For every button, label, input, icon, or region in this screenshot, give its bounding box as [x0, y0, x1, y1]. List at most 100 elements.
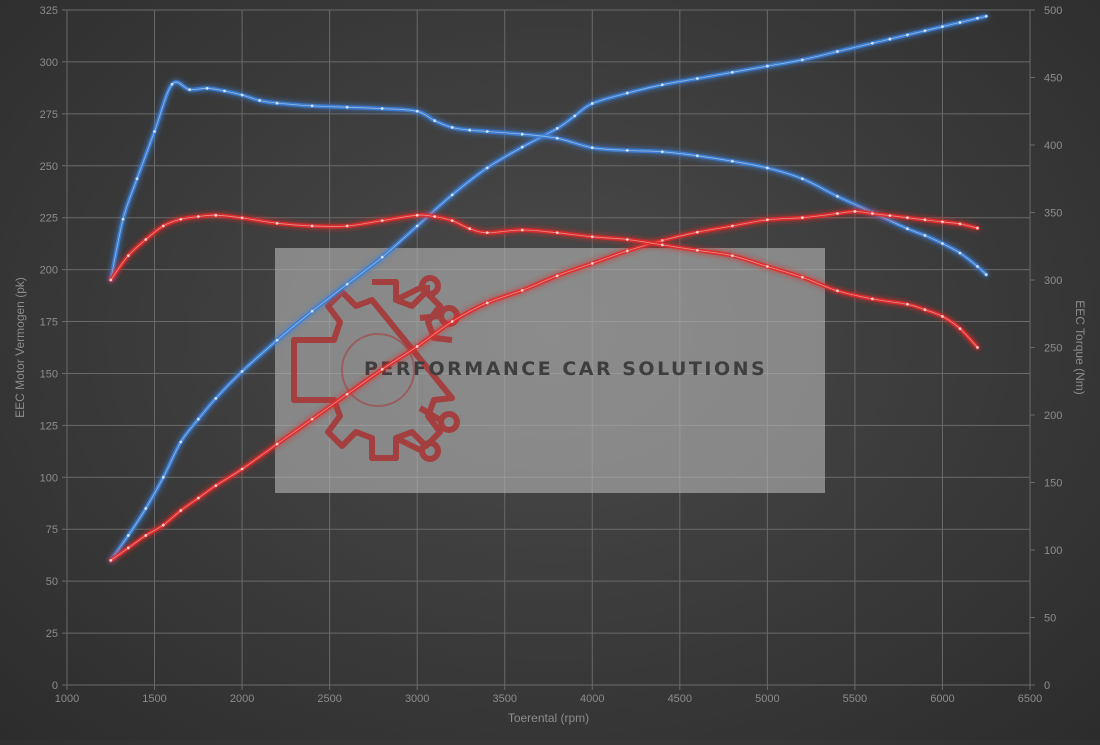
x-tick-label: 6500 [1018, 693, 1042, 705]
data-point [765, 218, 769, 222]
data-point [923, 218, 927, 222]
data-point [223, 89, 226, 93]
data-point [906, 216, 909, 220]
y-left-tick-label: 125 [40, 420, 58, 432]
gear-circuit-logo-icon [291, 275, 460, 462]
data-point [310, 309, 314, 313]
data-point [109, 278, 113, 282]
data-point [415, 109, 419, 113]
data-point [888, 214, 892, 218]
data-point [258, 99, 261, 102]
data-point [450, 219, 454, 223]
data-point [590, 261, 594, 265]
data-point [923, 234, 927, 237]
data-point [625, 238, 629, 241]
series-1 [108, 14, 989, 563]
data-point [958, 222, 962, 226]
data-point [170, 82, 174, 86]
data-point [275, 338, 279, 342]
data-point [590, 235, 594, 239]
data-point [941, 315, 944, 318]
data-point [695, 248, 699, 252]
data-point [240, 467, 244, 471]
data-point [958, 327, 962, 330]
data-point [625, 91, 629, 95]
data-point [695, 154, 699, 158]
data-point [695, 77, 699, 80]
y-right-tick-label: 450 [1044, 73, 1062, 85]
data-point [121, 217, 125, 221]
data-point [590, 146, 594, 150]
data-point [906, 33, 909, 37]
data-point [415, 345, 419, 348]
data-point [520, 288, 524, 292]
data-point [976, 265, 979, 268]
data-point [573, 114, 577, 118]
data-point [345, 392, 349, 396]
data-point [196, 417, 200, 421]
data-point [800, 177, 804, 181]
data-point [660, 243, 664, 247]
data-point [923, 308, 927, 312]
x-tick-label: 3000 [405, 693, 429, 705]
data-point [765, 166, 769, 170]
data-point [730, 224, 734, 228]
y-right-tick-label: 50 [1044, 613, 1056, 625]
data-point [958, 21, 962, 24]
y-axis-left-title: EEC Motor Vermogen (pk) [13, 277, 27, 418]
data-point [275, 101, 279, 105]
data-point [468, 128, 472, 132]
data-point [153, 130, 156, 133]
y-left-tick-label: 0 [52, 680, 58, 692]
data-point [730, 159, 734, 163]
data-point [380, 255, 384, 259]
series-3 [108, 209, 980, 563]
data-point [275, 221, 279, 225]
y-right-tick-label: 100 [1044, 545, 1062, 557]
series-line [108, 14, 989, 563]
data-point [660, 83, 664, 87]
y-right-tick-label: 200 [1044, 410, 1062, 422]
y-right-tick-label: 250 [1044, 343, 1062, 355]
x-tick-label: 3500 [492, 693, 516, 705]
data-point [800, 216, 804, 220]
data-point [161, 224, 165, 228]
data-point [161, 523, 165, 527]
y-left-tick-label: 50 [46, 576, 58, 588]
data-point [976, 16, 979, 20]
data-point [520, 228, 524, 232]
data-point [906, 227, 909, 231]
data-point [695, 230, 699, 234]
data-point [836, 212, 839, 215]
data-point [730, 254, 734, 258]
data-point [380, 219, 384, 223]
data-point [380, 367, 384, 371]
data-point [836, 289, 839, 293]
y-left-tick-label: 175 [40, 317, 58, 329]
series-lines [108, 14, 989, 563]
data-point [800, 275, 804, 279]
data-point [871, 297, 874, 301]
data-point [730, 70, 734, 74]
data-point [765, 265, 769, 268]
x-tick-label: 5500 [843, 693, 867, 705]
data-point [958, 251, 962, 255]
data-point [144, 507, 148, 510]
y-axis-right-title: EEC Torque (Nm) [1073, 300, 1087, 394]
data-point [450, 126, 454, 129]
data-point [415, 224, 419, 228]
y-right-tick-label: 500 [1044, 5, 1062, 17]
x-tick-label: 6000 [930, 693, 954, 705]
data-point [485, 130, 489, 133]
data-point [310, 224, 314, 228]
y-left-tick-label: 250 [40, 161, 58, 173]
data-point [836, 194, 839, 198]
data-point [836, 50, 839, 53]
data-point [976, 346, 979, 349]
data-point [415, 213, 419, 217]
data-point [433, 119, 437, 123]
data-point [144, 534, 148, 537]
data-point [923, 29, 927, 33]
watermark: PERFORMANCE CAR SOLUTIONS [275, 248, 825, 493]
data-point [888, 37, 892, 41]
